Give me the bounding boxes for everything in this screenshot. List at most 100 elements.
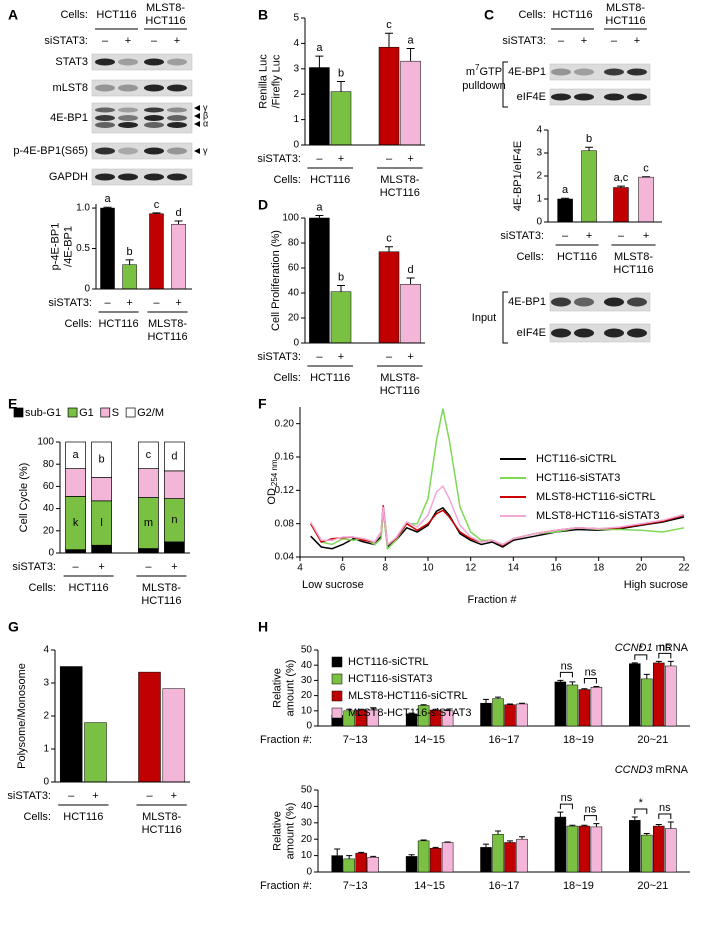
y-tick-label: 10 <box>301 850 313 861</box>
y-tick-label: 1 <box>43 744 49 755</box>
bar <box>578 689 591 727</box>
significance-bracket <box>583 815 597 821</box>
blot-band <box>118 173 138 181</box>
error-bar <box>103 206 112 209</box>
bar-segment <box>138 548 159 554</box>
x-tick-label: + <box>98 561 104 573</box>
bar <box>378 46 400 146</box>
y-tick-label: 3 <box>536 148 542 159</box>
pulldown-gtp: GTP <box>480 66 503 78</box>
bar <box>100 207 115 290</box>
legend-label: MLST8-HCT116-siSTAT3 <box>348 707 471 719</box>
error-bar <box>581 688 588 690</box>
error-bar <box>337 81 345 92</box>
panel-letter: F <box>258 396 267 412</box>
blot-band <box>574 328 594 338</box>
bar <box>504 704 516 727</box>
significance-bracket <box>583 677 597 684</box>
error-bar <box>358 851 365 854</box>
group-label: MLST8- <box>614 251 653 263</box>
band-label: p-4E-BP1(S65) <box>13 145 88 157</box>
group-row-label: Cells: <box>28 582 56 594</box>
y-tick-label: 0 <box>536 217 542 228</box>
x-row-label: siSTAT3: <box>12 561 56 573</box>
bar <box>641 834 653 873</box>
x-row-label: Fraction #: <box>260 880 312 892</box>
sistat3-label: siSTAT3: <box>44 35 88 47</box>
y-tick-label: 20 <box>288 313 300 324</box>
y-axis-label: OD 254 nm <box>266 459 279 505</box>
blot-band <box>627 68 647 76</box>
group-label: HCT116 <box>557 251 597 263</box>
group-label: HCT116 <box>380 187 420 199</box>
group-row-label: Cells: <box>23 811 51 823</box>
bar-annotation: b <box>338 271 344 283</box>
segment-annotation: k <box>73 517 79 529</box>
bar <box>613 187 629 223</box>
blot-strip <box>549 63 651 81</box>
x-tick-label: + <box>126 297 132 309</box>
y-tick-label: 2 <box>293 89 299 100</box>
blot-band <box>167 58 187 66</box>
isoform-label: γ <box>203 145 208 155</box>
x-tick-label: + <box>92 790 98 802</box>
blot-band <box>604 297 624 307</box>
blot-band <box>95 122 115 128</box>
error-bar <box>408 854 415 857</box>
blot-band <box>95 58 115 66</box>
group-label: HCT116 <box>98 318 138 330</box>
bar <box>590 686 603 727</box>
bar <box>378 251 400 344</box>
treatment-label: + <box>581 35 587 47</box>
group-label: MLST8- <box>142 582 181 594</box>
panel-letter: E <box>8 396 17 412</box>
x-tick-label: – <box>386 153 393 165</box>
bar <box>400 284 421 344</box>
error-bar <box>519 702 525 704</box>
bar-segment <box>91 544 112 554</box>
x-tick-label: 16~17 <box>489 734 520 746</box>
group-label: HCT116 <box>380 385 420 397</box>
y-tick-label: 10 <box>301 705 313 716</box>
bar-annotation: a <box>562 184 569 196</box>
error-bar <box>315 55 324 68</box>
band-label: eIF4E <box>517 91 546 103</box>
title-gene: CCND3 <box>615 764 654 776</box>
significance-bracket <box>559 803 573 810</box>
blot-strip <box>91 142 193 160</box>
y-tick-label: 2 <box>536 171 542 182</box>
y-axis-label: Relative <box>271 811 283 851</box>
y-tick-label: 50 <box>301 645 313 656</box>
error-bar <box>667 821 674 829</box>
segment-annotation: c <box>146 449 152 461</box>
y-tick-label: 0 <box>306 721 312 732</box>
annotation: Low sucrose <box>302 579 364 591</box>
x-tick-label: 18~19 <box>563 734 594 746</box>
error-bar <box>406 47 415 62</box>
bar <box>653 825 665 873</box>
y-tick-label: 40 <box>288 288 300 299</box>
bar <box>554 816 567 873</box>
bar <box>516 703 528 727</box>
error-bar <box>585 146 594 151</box>
blot-strip <box>91 168 193 186</box>
bar <box>641 678 653 727</box>
blot-band <box>118 147 138 155</box>
legend-label: HCT116-siCTRL <box>536 453 616 465</box>
error-bar <box>370 855 377 858</box>
error-bar <box>616 185 625 188</box>
x-tick-label: 20 <box>636 563 648 574</box>
bar <box>665 828 677 873</box>
error-bar <box>643 673 650 679</box>
blot-band <box>167 115 187 121</box>
legend-label: MLST8-HCT116-siCTRL <box>348 690 468 702</box>
band-label: eIF4E <box>517 327 546 339</box>
error-bar <box>444 709 451 711</box>
group-row-label: Cells: <box>64 318 92 330</box>
x-tick-label: 4 <box>297 563 303 574</box>
annotation: High sucrose <box>624 579 688 591</box>
y-tick-label: 0 <box>43 777 49 788</box>
y-tick-label: 1 <box>293 114 299 125</box>
bar <box>581 150 597 223</box>
x-tick-label: + <box>643 230 649 242</box>
